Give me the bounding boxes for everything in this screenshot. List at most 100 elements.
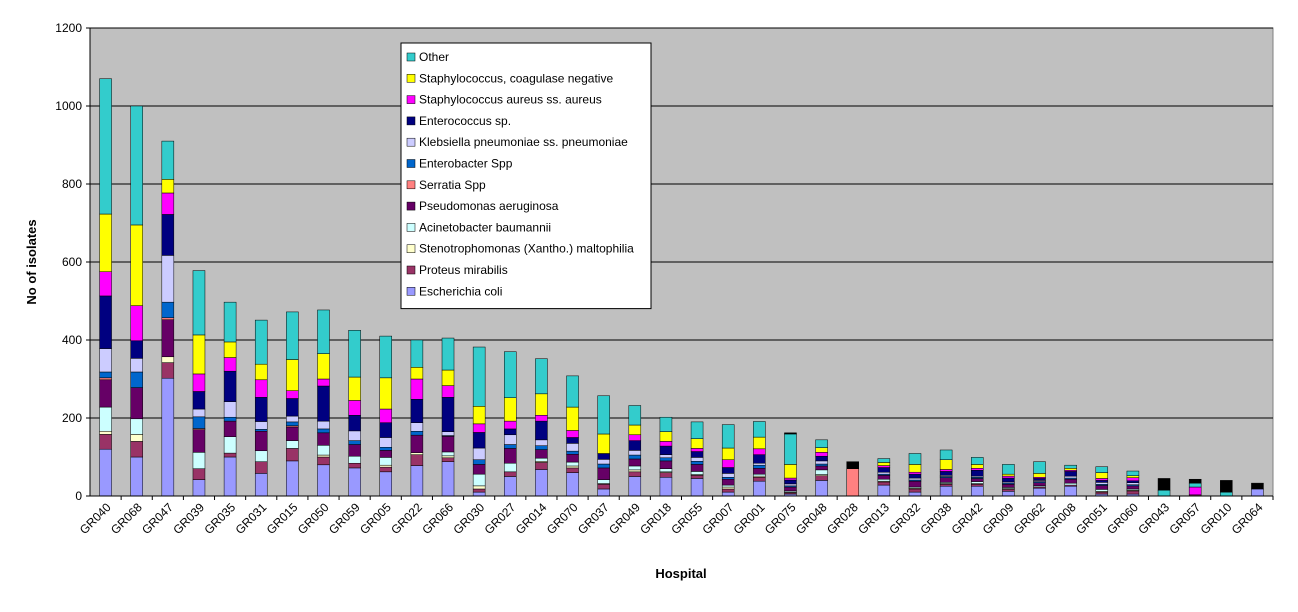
bar-segment <box>441 369 455 386</box>
bar-segment <box>254 461 268 474</box>
bar-segment <box>379 377 392 410</box>
bar-segment <box>379 450 392 458</box>
bar-segment <box>597 453 610 460</box>
y-tick-label: 200 <box>62 411 82 425</box>
bar-segment <box>410 422 424 432</box>
bar-segment <box>99 406 112 432</box>
legend-swatch <box>406 116 416 126</box>
bar-segment <box>1033 473 1046 478</box>
x-tick-label: GR018 <box>637 500 674 537</box>
bar-segment <box>721 477 735 480</box>
bar-segment <box>690 471 704 475</box>
bar-segment <box>472 459 486 465</box>
bar-segment <box>1095 478 1109 481</box>
bar-segment <box>939 449 953 460</box>
bar-segment <box>99 213 112 272</box>
bar-segment <box>286 359 299 391</box>
bar-segment <box>130 371 143 388</box>
x-tick-label: GR015 <box>264 500 301 537</box>
bar-segment <box>161 192 175 215</box>
bar-segment <box>939 469 953 472</box>
bar-segment <box>753 464 766 469</box>
bar-segment <box>223 436 237 454</box>
legend-swatch <box>406 265 416 275</box>
x-tick-label: GR048 <box>793 500 830 537</box>
bar-segment <box>286 398 299 417</box>
bar-segment <box>1251 482 1264 490</box>
bar-segment <box>753 454 766 464</box>
bar-segment <box>161 179 175 194</box>
bar-segment <box>659 431 673 442</box>
bar-segment <box>317 353 330 380</box>
x-tick-label: GR022 <box>388 500 425 537</box>
bar-segment <box>130 224 143 306</box>
bar-segment <box>1220 480 1233 493</box>
bar-segment <box>628 458 642 467</box>
bar-segment <box>535 439 548 446</box>
bar-segment <box>535 457 548 462</box>
bar-segment <box>721 488 735 493</box>
bar-segment <box>753 421 766 438</box>
bar-segment <box>504 448 517 464</box>
bar-segment <box>1002 475 1015 479</box>
bar-segment <box>566 443 579 452</box>
legend-label: Proteus mirabilis <box>419 263 508 277</box>
x-tick-label: GR050 <box>295 500 332 537</box>
bar-segment <box>877 467 891 473</box>
x-tick-label: GR031 <box>233 500 270 537</box>
bar-segment <box>971 468 984 471</box>
bar-segment <box>721 447 735 460</box>
bar-segment <box>1126 485 1140 490</box>
bar-segment <box>410 452 424 455</box>
bar-segment <box>504 471 517 477</box>
bar-segment <box>130 456 143 497</box>
bar-segment <box>441 431 455 436</box>
bar-segment <box>1002 491 1015 497</box>
bar-segment <box>441 457 455 462</box>
legend-label: Klebsiella pneumoniae ss. pneumoniae <box>419 135 628 149</box>
bar-segment <box>1251 488 1264 497</box>
bar-segment <box>690 421 704 439</box>
bar-segment <box>908 480 922 488</box>
bar-segment <box>815 455 828 462</box>
x-axis-title: Hospital <box>655 566 706 581</box>
bar-segment <box>348 462 361 469</box>
bar-segment <box>535 393 548 416</box>
bar-segment <box>254 429 268 432</box>
bar-segment <box>659 472 673 478</box>
x-tick-label: GR030 <box>450 500 487 537</box>
bar-segment <box>286 426 299 441</box>
bar-segment <box>815 463 828 467</box>
bar-segment <box>99 271 112 297</box>
y-tick-label: 1000 <box>55 99 82 113</box>
bar-segment <box>130 434 143 442</box>
bar-segment <box>721 473 735 478</box>
bar-segment <box>130 418 143 435</box>
bar-segment <box>317 445 330 456</box>
legend-swatch <box>406 180 416 190</box>
x-tick-label: GR060 <box>1104 500 1141 537</box>
bar-segment <box>690 461 704 465</box>
bar-segment <box>939 459 953 470</box>
bar-segment <box>784 483 797 487</box>
legend-label: Acinetobacter baumannii <box>419 220 551 234</box>
bar-segment <box>877 475 891 480</box>
x-tick-label: GR027 <box>482 500 519 537</box>
x-tick-label: GR042 <box>949 500 986 537</box>
legend-swatch <box>406 201 416 211</box>
bar-segment <box>348 467 361 497</box>
x-tick-label: GR043 <box>1135 500 1172 537</box>
legend-swatch <box>406 223 416 232</box>
bar-segment <box>566 454 579 463</box>
bars <box>99 78 1264 497</box>
legend-label: Staphylococcus aureus ss. aureus <box>419 93 602 107</box>
bar-segment <box>971 486 984 497</box>
bar-segment <box>441 436 455 453</box>
bar-segment <box>410 465 424 497</box>
bar-segment <box>877 478 891 482</box>
bar-segment <box>971 464 984 469</box>
bar-segment <box>908 464 922 473</box>
bar-segment <box>877 465 891 468</box>
bar-segment <box>659 460 673 469</box>
